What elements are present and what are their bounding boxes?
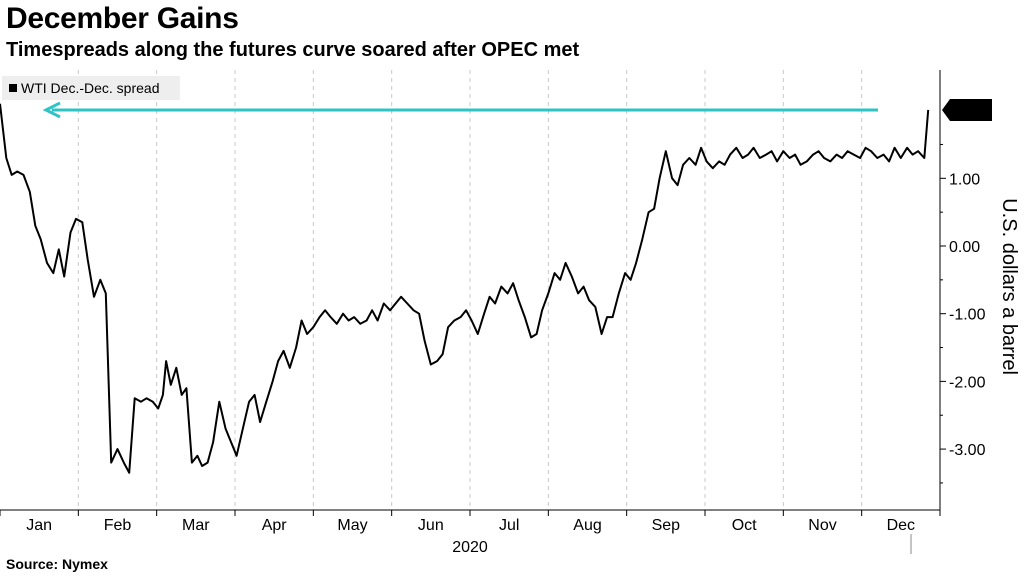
- x-tick-label: Jun: [418, 517, 444, 534]
- legend-swatch: [9, 84, 17, 92]
- arrow-head: [42, 101, 61, 119]
- x-tick-label: Apr: [262, 517, 288, 534]
- series-group: [0, 103, 930, 474]
- legend-background: [2, 76, 180, 100]
- chart-title: December Gains: [6, 2, 239, 35]
- last-value-badge: 2.01: [942, 98, 992, 121]
- x-tick-label: Oct: [732, 517, 757, 534]
- y-tick-label: -3.00: [949, 442, 986, 459]
- axes: Jan Feb Mar Apr May Jun Jul Aug Sep Oct Nov Dec 1.00…: [0, 70, 986, 554]
- x-tick-label: May: [337, 517, 367, 534]
- x-tick-label: Mar: [182, 517, 210, 534]
- x-tick-label: Nov: [808, 517, 836, 534]
- legend: WTI Dec.-Dec. spread: [2, 76, 180, 100]
- x-tick-label: Feb: [104, 517, 132, 534]
- x-tick-label: Sep: [652, 517, 681, 534]
- vertical-gridlines: [77, 70, 863, 510]
- source-note: Source: Nymex: [6, 556, 108, 572]
- series-line-wti-dec-dec-spread: [0, 103, 930, 474]
- y-tick-label: -2.00: [949, 374, 986, 391]
- legend-entry: WTI Dec.-Dec. spread: [21, 80, 159, 96]
- level-arrow: [42, 101, 878, 119]
- x-tick-label: Aug: [573, 517, 601, 534]
- last-value-label: 2.01: [953, 103, 984, 120]
- x-axis-year-label: 2020: [452, 539, 488, 556]
- x-tick-label: Jul: [499, 517, 519, 534]
- chart-subtitle: Timespreads along the futures curve soar…: [6, 39, 580, 61]
- y-tick-label: -1.00: [949, 307, 986, 324]
- y-tick-label: 1.00: [949, 171, 980, 188]
- last-value-badge-shape: [942, 98, 992, 121]
- y-axis-label: U.S. dollars a barrel: [998, 198, 1020, 375]
- y-tick-label: 0.00: [949, 239, 980, 256]
- x-tick-label: Dec: [887, 517, 915, 534]
- x-tick-label: Jan: [26, 517, 52, 534]
